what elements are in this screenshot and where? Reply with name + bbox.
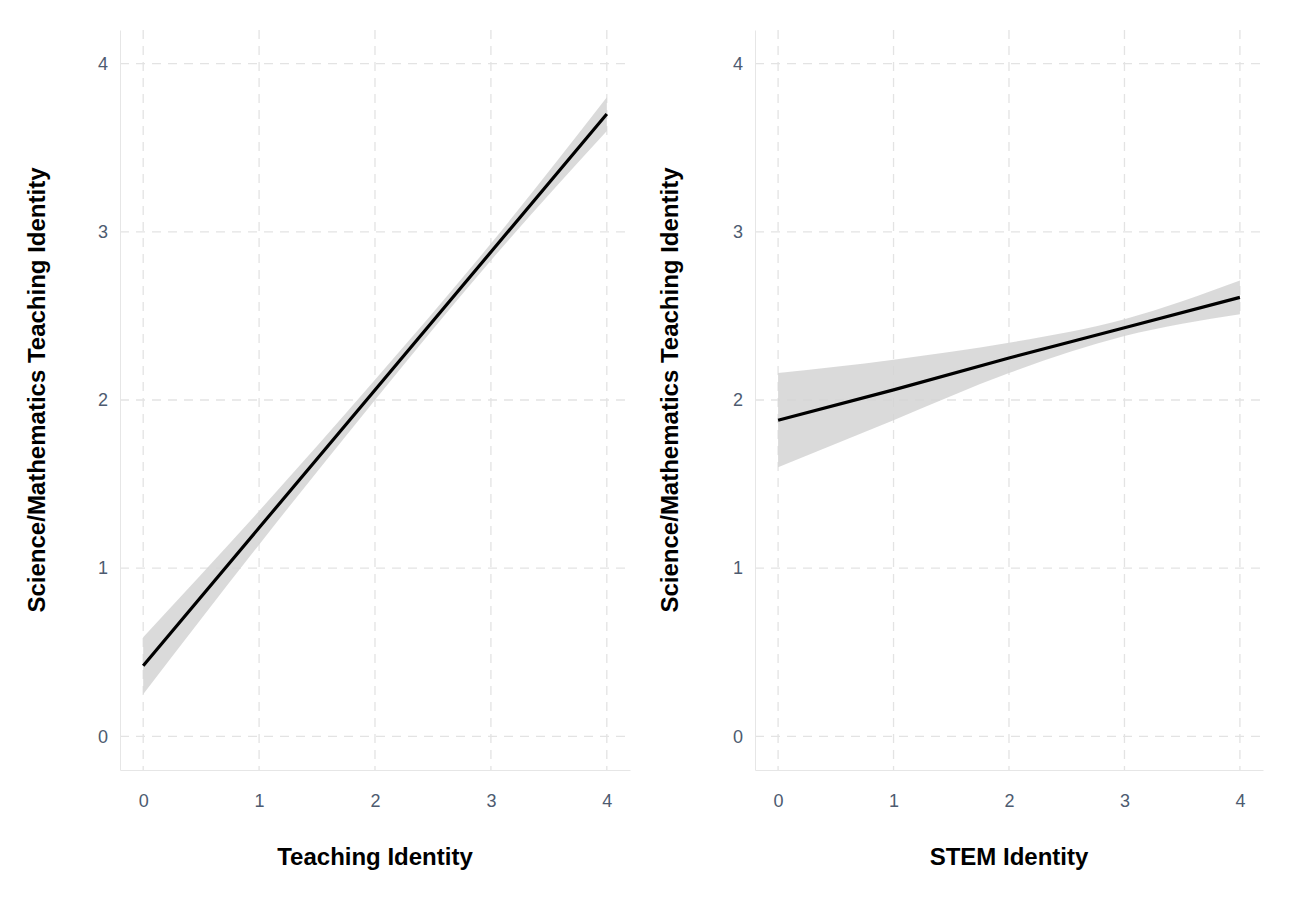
plot-area: [778, 281, 1240, 468]
fit-line: [778, 297, 1240, 420]
grid-line-x: [1008, 30, 1009, 770]
tick: 1: [98, 558, 120, 578]
confidence-band: [778, 281, 1240, 468]
tick: 2: [98, 390, 120, 410]
tick-label: 1: [255, 791, 265, 811]
tick: 1: [889, 770, 899, 811]
tick-label: 2: [1004, 791, 1014, 811]
axis-line: [755, 31, 756, 771]
tick-label: 1: [889, 791, 899, 811]
tick: 3: [486, 770, 496, 811]
grid-line-y: [755, 63, 1263, 64]
grid-line-y: [755, 736, 1263, 737]
grid-line-y: [120, 568, 630, 569]
axis-line: [121, 770, 631, 771]
fit-line: [143, 114, 607, 666]
tick: 2: [733, 390, 755, 410]
tick: 0: [139, 770, 149, 811]
tick: 4: [98, 54, 120, 74]
grid: [755, 30, 1263, 770]
y-axis-title: Science/Mathematics Teaching Identity: [23, 167, 50, 613]
tick-label: 1: [733, 558, 743, 578]
tick: 3: [1120, 770, 1130, 811]
tick-label: 3: [486, 791, 496, 811]
tick-label: 2: [98, 390, 108, 410]
tick-label: 4: [602, 791, 612, 811]
tick: 1: [255, 770, 265, 811]
axis-line: [120, 31, 121, 771]
tick-label: 1: [98, 558, 108, 578]
tick-label: 4: [733, 54, 743, 74]
grid-line-y: [120, 231, 630, 232]
tick: 4: [1235, 770, 1245, 811]
grid-line-y: [120, 63, 630, 64]
grid-line-y: [755, 568, 1263, 569]
tick: 4: [733, 54, 755, 74]
y-axis-title: Science/Mathematics Teaching Identity: [656, 167, 683, 613]
tick: 4: [602, 770, 612, 811]
tick-label: 3: [1120, 791, 1130, 811]
tick-label: 3: [98, 222, 108, 242]
grid-line-x: [258, 30, 259, 770]
x-axis-title: STEM Identity: [930, 843, 1089, 870]
grid-line-y: [755, 231, 1263, 232]
confidence-band: [143, 97, 607, 694]
tick-label: 4: [98, 54, 108, 74]
tick-label: 0: [139, 791, 149, 811]
plot-area: [143, 97, 607, 694]
tick-label: 0: [774, 791, 784, 811]
tick-label: 0: [733, 727, 743, 747]
axis-line: [756, 770, 1264, 771]
chart-root: 0 1 2 3 4 0 1 2 3 4 Teaching Identity Science/Mathe…: [0, 0, 1293, 900]
tick: 0: [733, 727, 755, 747]
tick-label: 3: [733, 222, 743, 242]
y-axis: 0 1 2 3 4: [98, 31, 121, 771]
x-axis: 0 1 2 3 4: [121, 770, 631, 811]
tick: 3: [98, 222, 120, 242]
grid-line-y: [120, 736, 630, 737]
panel: 0 1 2 3 4 0 1 2 3 4 Teaching Identity Science/Mathe…: [23, 30, 631, 870]
tick-label: 4: [1235, 791, 1245, 811]
tick-label: 2: [733, 390, 743, 410]
x-axis: 0 1 2 3 4: [756, 770, 1264, 811]
tick: 2: [1004, 770, 1014, 811]
grid: [120, 30, 630, 770]
tick: 0: [98, 727, 120, 747]
tick-label: 0: [98, 727, 108, 747]
tick: 3: [733, 222, 755, 242]
tick-label: 2: [370, 791, 380, 811]
tick: 1: [733, 558, 755, 578]
panel: 0 1 2 3 4 0 1 2 3 4 STEM Identity Science/Mathemati…: [656, 30, 1264, 870]
tick: 2: [370, 770, 380, 811]
x-axis-title: Teaching Identity: [277, 843, 473, 870]
y-axis: 0 1 2 3 4: [733, 31, 756, 771]
tick: 0: [774, 770, 784, 811]
